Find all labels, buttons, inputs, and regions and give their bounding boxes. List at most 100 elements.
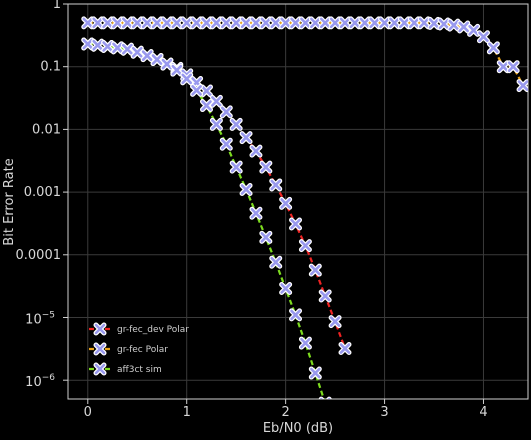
marker-fill [220,17,232,29]
marker-fill [310,367,321,379]
marker-fill [230,161,242,173]
series-clip-group [81,16,528,399]
marker-fill [102,17,113,29]
data-point [160,57,174,71]
data-point [101,39,115,53]
marker-fill [94,363,106,375]
x-tick-label: 3 [380,405,388,420]
data-point [348,16,362,30]
data-point [170,16,184,30]
data-point [338,342,352,356]
data-point [190,16,204,30]
marker-fill [102,41,113,52]
marker-fill [171,17,183,29]
data-point [308,263,322,277]
data-point [199,84,213,98]
marker-fill [201,17,212,29]
x-tick-label: 0 [84,405,92,420]
data-point [338,16,352,30]
data-point [308,366,322,380]
data-point [318,289,332,303]
marker-fill [300,337,311,349]
data-point [180,16,194,30]
data-point [269,178,283,192]
data-point [180,72,194,86]
data-point [110,16,124,30]
y-tick-label: 0.0001 [16,248,62,263]
marker-fill [92,17,103,29]
marker-fill [280,198,291,209]
marker-fill [240,132,252,143]
marker-fill [230,17,242,29]
data-point [170,63,184,77]
marker-fill [220,138,232,150]
marker-fill [488,42,499,54]
data-point [239,183,253,196]
data-point [140,49,154,63]
data-point [190,83,204,97]
data-point [160,16,174,30]
marker-fill [211,17,222,29]
x-tick-label: 1 [183,405,191,420]
data-point [328,16,342,30]
marker-fill [220,106,232,118]
marker-fill [141,17,153,29]
marker-fill [379,17,390,29]
marker-fill [319,290,331,302]
data-point [289,308,303,322]
data-point [279,196,293,210]
marker-fill [270,256,282,268]
marker-fill [329,17,341,29]
y-tick-label: 0.1 [40,60,61,75]
data-point [506,60,520,74]
legend-item: gr-fec Polar [89,342,168,356]
marker-fill [181,73,193,85]
marker-fill [310,17,321,29]
marker-fill [260,161,272,173]
legend-marker [93,322,107,336]
data-point [229,117,243,131]
data-point [308,16,322,30]
y-ticks: 1 0.1 0.01 0.001 0.0001 10−5 10−6 [16,0,68,390]
data-point [516,79,528,93]
data-point [259,16,273,30]
marker-fill [438,18,450,30]
data-point [229,160,243,174]
data-point [140,16,154,30]
x-tick-label: 4 [479,405,487,420]
data-point [229,16,243,30]
marker-fill [517,80,528,91]
legend-marker [93,342,107,356]
marker-fill [290,17,301,29]
marker-fill [141,50,153,61]
marker-fill [270,179,282,191]
marker-fill [329,316,341,327]
data-point [249,206,263,220]
x-axis-label: Eb/N0 (dB) [263,421,333,436]
data-point [209,16,223,30]
legend-item: gr-fec_dev Polar [89,322,189,336]
marker-fill [399,17,410,29]
data-point [199,16,213,30]
marker-fill [448,19,460,31]
data-point [298,16,312,30]
legend-item: aff3ct sim [89,362,162,376]
marker-fill [181,17,193,29]
marker-fill [161,17,173,29]
marker-fill [458,21,469,33]
marker-fill [82,38,94,50]
data-point [318,16,332,30]
data-point [219,16,233,30]
x-ticks: 0 1 2 3 4 [84,399,488,420]
series-gr-fec-polar [81,16,528,93]
data-point [199,99,213,113]
marker-fill [201,100,212,111]
data-point [378,16,392,30]
y-tick-label: 1 [53,0,61,12]
data-point [81,37,95,51]
marker-fill [112,42,123,54]
marker-fill [359,17,371,29]
data-point [476,30,490,44]
data-point [467,23,481,37]
